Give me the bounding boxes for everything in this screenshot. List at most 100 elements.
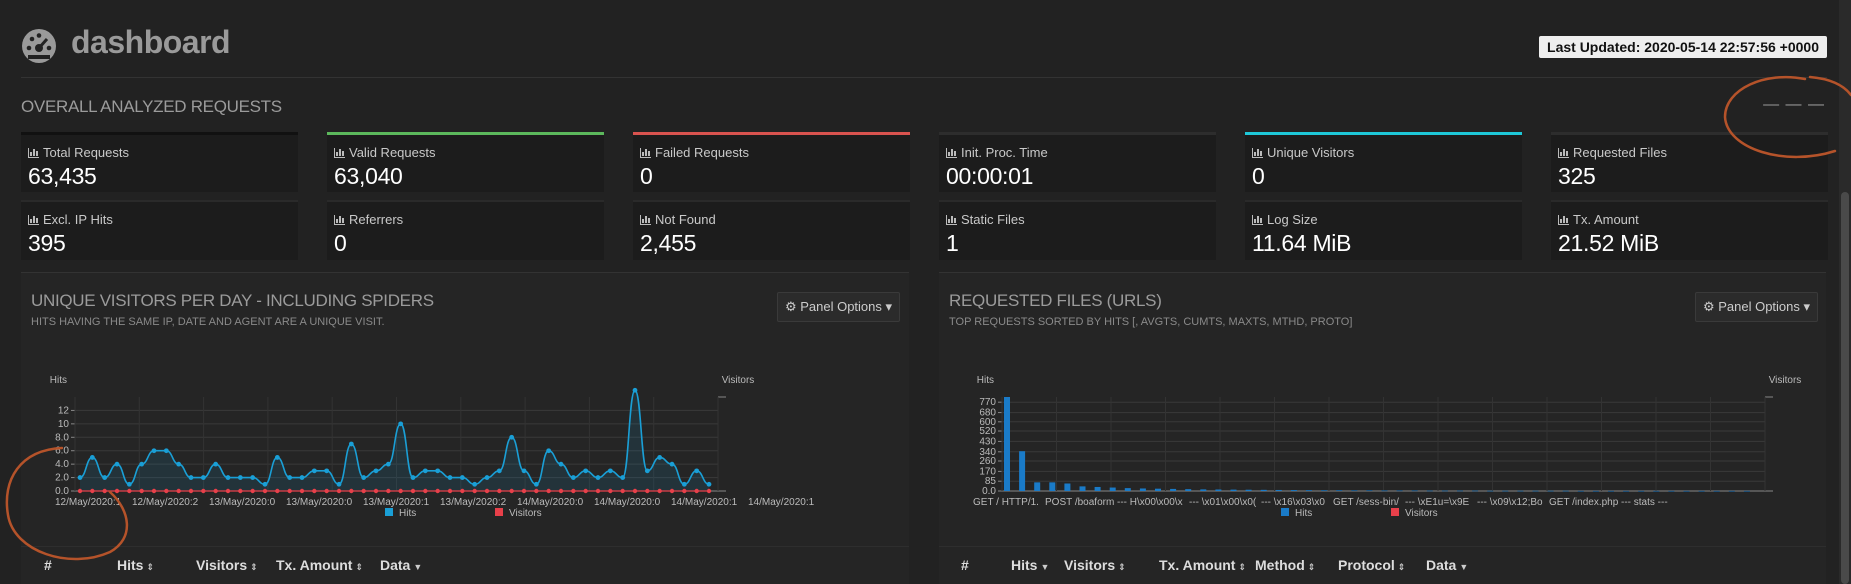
column-header-label: Visitors [196,557,248,573]
bar-chart-icon [28,215,39,225]
column-header-data[interactable]: Data ▼ [1426,557,1468,573]
dashboard-gauge-icon [22,29,56,63]
column-header-hits[interactable]: Hits ▼ [1011,557,1049,573]
hits-bar [1306,490,1312,491]
column-header-[interactable]: # [44,557,52,573]
hits-point [509,434,515,440]
hits-point [139,461,145,467]
hits-point [324,468,330,474]
hits-bar [1321,490,1328,491]
column-header-label: Tx. Amount [1159,557,1236,573]
sort-icon: ⇕ [1397,562,1406,572]
bar-chart-icon [334,148,345,158]
stat-label: Excl. IP Hits [28,212,113,227]
column-header-method[interactable]: Method ⇕ [1255,557,1315,573]
column-header-data[interactable]: Data ▼ [380,557,422,573]
x-tick-label: GET /sess-bin/ [1333,497,1399,508]
hits-point [472,481,478,487]
visitors-panel-title: UNIQUE VISITORS PER DAY - INCLUDING SPID… [31,291,434,310]
hits-bar [1713,490,1720,492]
hits-point [126,481,132,487]
column-header-hits[interactable]: Hits ⇕ [117,557,154,573]
hits-bar [1004,397,1010,491]
hits-bar [1290,490,1297,491]
legend-label: Hits [1295,508,1312,519]
legend-swatch [385,508,393,516]
column-header-protocol[interactable]: Protocol ⇕ [1338,557,1405,573]
hits-point [607,468,613,474]
visitors-table-header: # Hits ⇕ Visitors ⇕ Tx. Amount ⇕ Data ▼ [21,546,909,584]
column-header-label: Visitors [1064,557,1116,573]
stat-log-size: Log Size 11.64 MiB [1245,200,1522,260]
hits-point [657,455,663,460]
page-scrollbar[interactable] [1839,0,1851,584]
hits-bar [1275,489,1282,491]
stat-label: Unique Visitors [1252,145,1354,160]
column-header-visitors[interactable]: Visitors ⇕ [1064,557,1126,573]
files-panel-options-button[interactable]: ⚙ Panel Options ▾ [1695,292,1818,322]
column-header-visitors[interactable]: Visitors ⇕ [196,557,258,573]
hits-point [200,475,206,480]
hits-point [311,468,317,474]
gear-icon: ⚙ [784,299,797,314]
bar-chart-icon [946,215,957,225]
y-tick-label: 260 [979,456,996,467]
stat-column: Total Requests 63,435 Excl. IP Hits 395 [21,132,298,262]
stat-label: Failed Requests [640,145,749,160]
hits-bar [1472,490,1479,492]
y-tick-label: 10 [58,419,70,430]
caret-down-icon: ▾ [1803,299,1811,314]
sort-icon: ⇕ [1118,562,1126,572]
visitors-panel: UNIQUE VISITORS PER DAY - INCLUDING SPID… [21,272,909,584]
hits-bar [1457,490,1463,492]
stat-label: Log Size [1252,212,1318,227]
y2-axis-label: Visitors [722,375,755,386]
stat-column: Failed Requests 0 Not Found 2,455 [633,132,910,262]
scrollbar-thumb[interactable] [1841,192,1849,584]
stat-value: 63,435 [28,163,97,189]
stat-referrers: Referrers 0 [327,200,604,260]
hits-bar [1094,486,1101,491]
column-header-label: Protocol [1338,557,1395,573]
bar-chart-icon [334,215,345,225]
hits-point [385,461,391,467]
stat-label-text: Referrers [349,212,404,227]
x-tick-label: 14/May/2020:0 [517,497,584,508]
bar-chart-icon [640,148,651,158]
hits-point [521,468,527,474]
stat-column: Init. Proc. Time 00:00:01 Static Files 1 [939,132,1216,262]
hits-point [706,481,712,487]
header-divider [21,77,1827,78]
hits-point [435,468,441,474]
x-tick-label: 12/May/2020:1 [55,497,122,508]
hits-bar [1019,451,1026,491]
stat-label-text: Excl. IP Hits [43,212,113,227]
sort-icon: ⇕ [1238,562,1247,572]
column-header-tx-amount[interactable]: Tx. Amount ⇕ [276,557,363,573]
legend-label: Visitors [1405,508,1438,519]
hits-point [151,448,157,454]
hits-bar [1139,488,1146,491]
hits-bar [1441,490,1448,492]
y-tick-label: 770 [979,397,996,408]
bar-chart-icon [28,148,39,158]
column-header-tx-amount[interactable]: Tx. Amount ⇕ [1159,557,1246,573]
hits-bar [1049,482,1056,491]
stat-label: Init. Proc. Time [946,145,1048,160]
visitors-panel-options-button[interactable]: ⚙ Panel Options ▾ [777,292,900,322]
stat-label-text: Requested Files [1573,145,1667,160]
y-tick-label: 0.0 [982,486,996,497]
section-collapse-toggle[interactable]: — — — [1763,96,1825,113]
hits-bar [1653,490,1660,492]
stat-label-text: Valid Requests [349,145,436,160]
stat-label: Valid Requests [334,145,435,160]
stat-valid-requests: Valid Requests 63,040 [327,132,604,192]
column-header-label: Hits [1011,557,1038,573]
overall-section-title: OVERALL ANALYZED REQUESTS [21,97,282,116]
hits-point [459,475,465,480]
stat-label: Requested Files [1558,145,1667,160]
y-tick-label: 600 [979,417,996,428]
column-header-label: Data [380,557,411,573]
x-tick-label: 13/May/2020:0 [209,497,276,508]
column-header-[interactable]: # [961,557,969,573]
